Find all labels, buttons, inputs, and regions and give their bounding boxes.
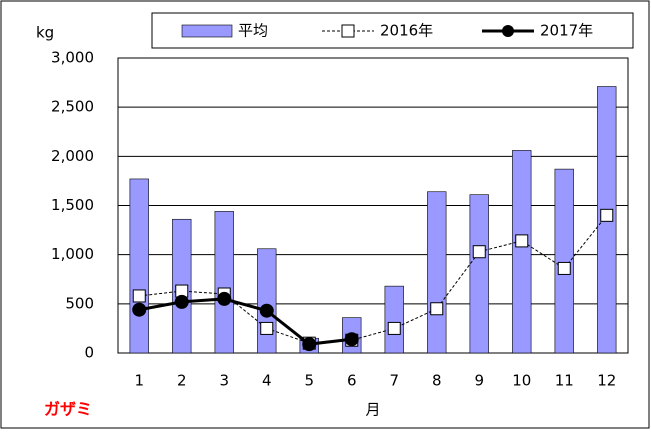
legend-marker bbox=[502, 25, 514, 37]
x-tick-label: 2 bbox=[177, 372, 187, 390]
x-tick-label: 10 bbox=[512, 372, 531, 390]
y-tick-label: 1,000 bbox=[51, 245, 94, 263]
marker bbox=[261, 322, 273, 334]
x-tick-label: 7 bbox=[389, 372, 399, 390]
x-tick-label: 11 bbox=[555, 372, 574, 390]
bar bbox=[130, 179, 149, 353]
bar bbox=[512, 150, 531, 353]
marker bbox=[431, 303, 443, 315]
bar bbox=[385, 286, 404, 353]
marker bbox=[601, 209, 613, 221]
x-tick-label: 12 bbox=[597, 372, 616, 390]
marker bbox=[132, 303, 146, 317]
y-unit: kg bbox=[36, 24, 54, 42]
legend-swatch bbox=[182, 25, 232, 37]
marker bbox=[345, 332, 359, 346]
y-tick-label: 3,000 bbox=[51, 49, 94, 67]
bar bbox=[215, 211, 234, 353]
x-tick-label: 4 bbox=[262, 372, 272, 390]
marker bbox=[473, 246, 485, 258]
legend-label: 平均 bbox=[238, 22, 268, 40]
legend-label: 2017年 bbox=[540, 22, 593, 40]
marker bbox=[516, 235, 528, 247]
chart: kg 月 ガザミ 05001,0001,5002,0002,5003,00012… bbox=[0, 0, 651, 430]
y-tick-label: 500 bbox=[65, 294, 94, 312]
marker bbox=[558, 262, 570, 274]
bar bbox=[257, 249, 276, 353]
y-tick-label: 2,500 bbox=[51, 98, 94, 116]
x-tick-label: 3 bbox=[219, 372, 229, 390]
annotation: ガザミ bbox=[44, 400, 92, 419]
x-tick-label: 9 bbox=[474, 372, 484, 390]
x-axis-label: 月 bbox=[365, 401, 380, 419]
bar bbox=[555, 169, 574, 353]
x-tick-label: 5 bbox=[304, 372, 314, 390]
marker bbox=[388, 322, 400, 334]
x-tick-label: 6 bbox=[347, 372, 357, 390]
marker bbox=[133, 290, 145, 302]
legend-marker bbox=[342, 25, 354, 37]
marker bbox=[175, 295, 189, 309]
y-tick-label: 2,000 bbox=[51, 147, 94, 165]
y-tick-label: 0 bbox=[84, 344, 94, 362]
y-tick-label: 1,500 bbox=[51, 196, 94, 214]
x-tick-label: 1 bbox=[134, 372, 144, 390]
marker bbox=[260, 304, 274, 318]
bar bbox=[427, 192, 446, 353]
x-tick-label: 8 bbox=[432, 372, 442, 390]
legend-label: 2016年 bbox=[380, 22, 433, 40]
bar bbox=[470, 195, 489, 353]
marker bbox=[302, 337, 316, 351]
marker bbox=[217, 292, 231, 306]
